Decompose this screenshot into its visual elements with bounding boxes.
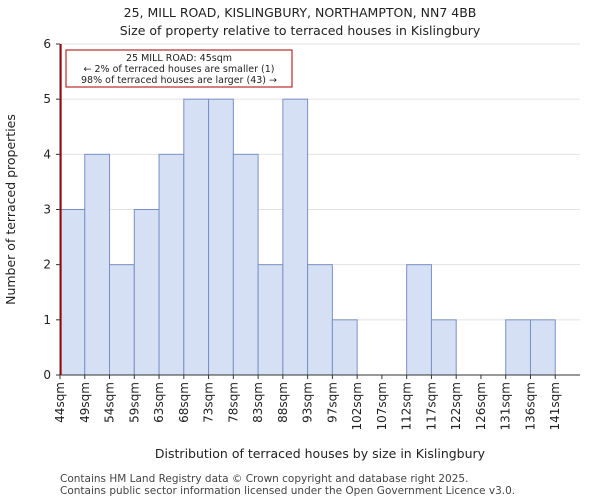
x-tick-label: 131sqm	[499, 382, 513, 430]
y-tick-label: 6	[43, 37, 51, 51]
histogram-bar	[307, 264, 333, 376]
annotation-line-1: 25 MILL ROAD: 45sqm	[126, 53, 232, 64]
histogram-bar	[84, 153, 111, 376]
x-tick-label: 112sqm	[400, 382, 414, 430]
x-tick-label: 68sqm	[177, 382, 191, 423]
annotation-line-3: 98% of terraced houses are larger (43) →	[81, 75, 277, 86]
x-tick-label: 59sqm	[127, 382, 141, 423]
x-tick-label: 97sqm	[325, 382, 339, 423]
footer-copyright: Contains HM Land Registry data © Crown c…	[60, 473, 469, 485]
x-tick-label: 122sqm	[449, 382, 463, 430]
histogram-bar	[529, 319, 556, 376]
y-tick-label: 4	[43, 147, 51, 161]
histogram-bar	[183, 98, 210, 376]
histogram-bar	[232, 153, 259, 376]
y-tick-label: 5	[43, 92, 51, 106]
y-tick-label: 0	[43, 368, 51, 382]
x-tick-label: 63sqm	[152, 382, 166, 423]
x-tick-label: 44sqm	[53, 382, 67, 423]
x-tick-label: 126sqm	[474, 382, 488, 430]
histogram-bar	[158, 153, 185, 376]
x-tick-label: 93sqm	[301, 382, 315, 423]
histogram-bar	[430, 319, 457, 376]
footer-licence: Contains public sector information licen…	[60, 485, 516, 497]
y-axis-title: Number of terraced properties	[3, 114, 18, 305]
histogram-bar	[133, 209, 160, 376]
x-tick-label: 83sqm	[251, 382, 265, 423]
y-tick-label: 1	[43, 313, 51, 327]
x-tick-label: 49sqm	[78, 382, 92, 423]
x-tick-label: 88sqm	[276, 382, 290, 423]
histogram-bar	[505, 319, 531, 376]
y-tick-label: 3	[43, 203, 51, 217]
histogram-bar	[331, 319, 358, 376]
x-tick-label: 54sqm	[103, 382, 117, 423]
histogram-bar	[257, 264, 284, 376]
histogram-bar	[109, 264, 135, 376]
y-tick-label: 2	[43, 258, 51, 272]
x-tick-label: 102sqm	[350, 382, 364, 430]
x-tick-label: 136sqm	[523, 382, 537, 430]
x-axis-title: Distribution of terraced houses by size …	[155, 446, 486, 461]
annotation-line-2: ← 2% of terraced houses are smaller (1)	[84, 64, 275, 75]
annotation-box	[65, 49, 293, 88]
x-tick-label: 117sqm	[424, 382, 438, 430]
histogram-bar	[59, 209, 86, 376]
x-tick-label: 107sqm	[375, 382, 389, 430]
histogram-bar	[406, 264, 432, 376]
histogram-bar	[282, 98, 309, 376]
histogram-bar	[208, 98, 234, 376]
x-tick-label: 141sqm	[548, 382, 562, 430]
chart-subtitle: Size of property relative to terraced ho…	[119, 23, 481, 38]
x-tick-label: 73sqm	[202, 382, 216, 423]
x-tick-label: 78sqm	[226, 382, 240, 423]
chart-title: 25, MILL ROAD, KISLINGBURY, NORTHAMPTON,…	[123, 5, 477, 20]
